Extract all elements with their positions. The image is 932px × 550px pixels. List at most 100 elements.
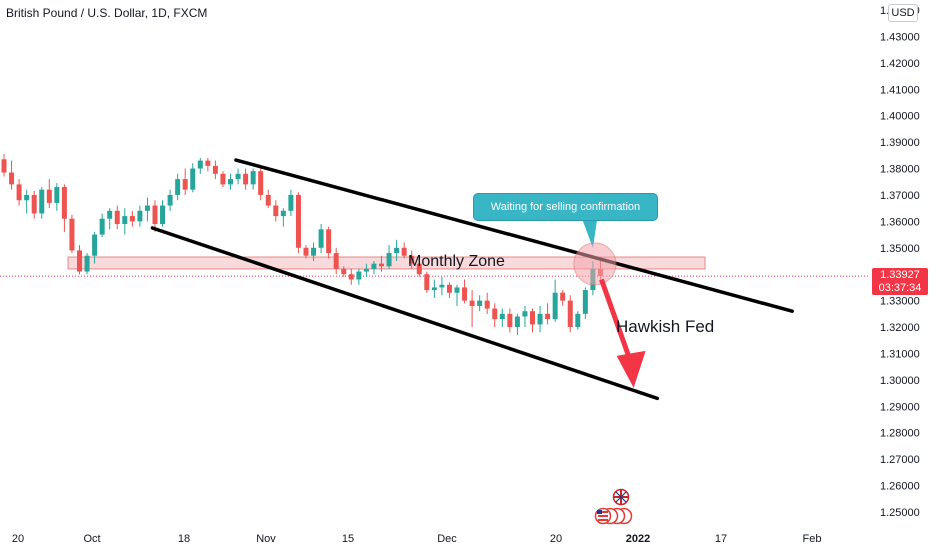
x-tick-label: 2022	[626, 533, 650, 545]
candle-body	[212, 165, 218, 174]
time-axis[interactable]: 20 Oct 18 Nov 15 Dec 20 2022 17 Feb	[12, 533, 822, 545]
y-tick-label: 1.29000	[880, 401, 920, 413]
candle-body	[424, 274, 430, 291]
candle-body	[326, 229, 332, 254]
candle-body	[371, 263, 377, 269]
candle-body	[288, 194, 294, 211]
candle-body	[250, 171, 256, 185]
candle-body	[265, 194, 271, 206]
candle-body	[545, 313, 551, 320]
x-tick-label: 17	[715, 533, 727, 545]
y-tick-label: 1.32000	[880, 322, 920, 334]
candles-layer	[1, 153, 603, 335]
candle-body	[220, 173, 226, 185]
candle-body	[1, 159, 7, 173]
candle-body	[356, 271, 362, 280]
candle-body	[379, 263, 384, 267]
monthly-zone-layer	[67, 256, 706, 270]
x-tick-label: 20	[550, 533, 562, 545]
candle-body	[409, 255, 415, 264]
candle-body	[530, 311, 535, 325]
candle-body	[439, 284, 445, 288]
candle-body	[522, 311, 528, 317]
candle-body	[295, 194, 301, 248]
channel-upper-line	[234, 158, 794, 313]
y-tick-label: 1.40000	[880, 111, 920, 123]
candle-body	[567, 300, 573, 328]
y-tick-label: 1.38000	[880, 164, 920, 176]
x-tick-label: Dec	[437, 533, 457, 545]
x-tick-label: Nov	[256, 533, 276, 545]
candle-body	[416, 263, 422, 275]
candle-body	[9, 172, 15, 185]
callout-label[interactable]: Waiting for selling confirmation	[473, 193, 658, 221]
candle-body	[114, 210, 120, 225]
monthly-zone-rect	[67, 256, 706, 270]
candle-body	[454, 287, 460, 293]
bar-countdown: 03:37:34	[878, 282, 922, 294]
y-tick-label: 1.26000	[880, 481, 920, 493]
y-tick-label: 1.33000	[880, 296, 920, 308]
candle-body	[167, 194, 173, 206]
x-tick-label: 18	[178, 533, 190, 545]
candle-body	[197, 160, 203, 169]
candle-body	[24, 194, 30, 201]
candle-body	[499, 313, 505, 320]
candle-body	[77, 250, 82, 272]
candle-body	[258, 171, 264, 195]
last-price: 1.33927	[880, 269, 920, 281]
x-tick-label: 15	[342, 533, 354, 545]
monthly-zone-label: Monthly Zone	[408, 253, 505, 270]
candle-body	[341, 268, 347, 275]
candle-body	[469, 300, 475, 306]
candle-body	[492, 308, 498, 320]
candle-body	[92, 234, 98, 256]
candle-body	[582, 290, 588, 314]
candle-body	[205, 160, 211, 166]
candle-body	[348, 274, 354, 280]
candle-body	[552, 292, 558, 320]
y-tick-label: 1.35000	[880, 243, 920, 255]
candle-body	[303, 247, 309, 256]
candle-body	[144, 205, 150, 211]
candle-body	[318, 229, 324, 248]
us-flag-icon[interactable]	[594, 507, 633, 525]
candle-body	[537, 313, 543, 325]
candle-body	[273, 205, 279, 217]
channel-lower-line	[150, 226, 660, 401]
y-tick-label: 1.42000	[880, 58, 920, 70]
last-price-tag: 1.33927 03:37:34	[872, 268, 928, 295]
candle-body	[280, 210, 286, 217]
uk-flag-icon[interactable]	[612, 488, 630, 506]
y-tick-label: 1.41000	[880, 84, 920, 96]
candle-body	[235, 173, 241, 180]
chart-title: British Pound / U.S. Dollar, 1D, FXCM	[6, 6, 208, 20]
y-tick-label: 1.25000	[880, 507, 920, 519]
candle-body	[386, 253, 392, 267]
y-tick-label: 1.36000	[880, 216, 920, 228]
candle-body	[39, 189, 45, 214]
candle-body	[462, 287, 468, 301]
candle-body	[514, 316, 520, 328]
highlight-circle	[573, 242, 617, 286]
x-tick-label: Feb	[803, 533, 822, 545]
candle-body	[228, 179, 233, 185]
y-tick-label: 1.39000	[880, 137, 920, 149]
candle-body	[122, 216, 128, 225]
y-tick-label: 1.30000	[880, 375, 920, 387]
callout-pointer	[582, 221, 597, 248]
candle-body	[175, 179, 181, 195]
candle-body	[99, 218, 105, 235]
x-tick-label: 20	[12, 533, 24, 545]
economic-events[interactable]	[590, 488, 634, 530]
candle-body	[61, 187, 67, 219]
candle-body	[182, 179, 188, 190]
candle-body	[84, 255, 90, 272]
candle-body	[446, 284, 452, 293]
currency-button[interactable]: USD	[888, 4, 918, 22]
candle-body	[152, 205, 158, 225]
candle-body	[333, 253, 339, 269]
hawkish-fed-label: Hawkish Fed	[616, 317, 715, 336]
candle-body	[243, 173, 249, 185]
